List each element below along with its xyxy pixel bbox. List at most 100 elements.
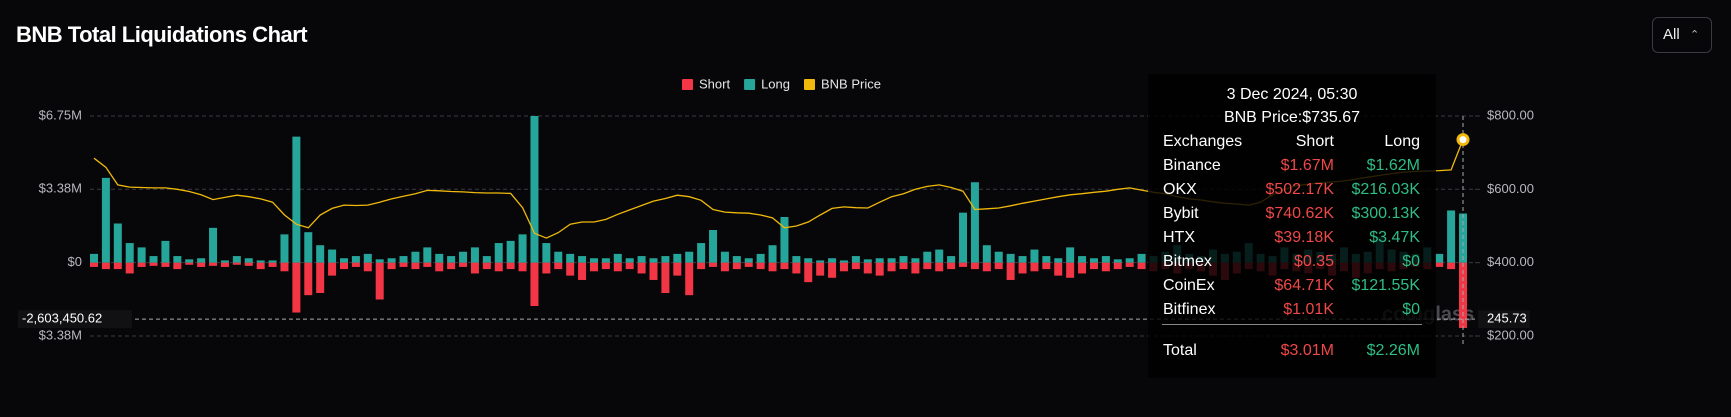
bar xyxy=(887,262,896,272)
bar xyxy=(863,262,872,274)
bar xyxy=(470,247,479,263)
tooltip-price: BNB Price:$735.67 xyxy=(1223,109,1361,126)
bar xyxy=(720,251,729,263)
tooltip-cell: $3.47K xyxy=(1369,229,1420,246)
y-tick-label: $3.38M xyxy=(39,181,82,196)
bar xyxy=(697,243,706,263)
bar xyxy=(625,262,634,270)
bar xyxy=(935,249,944,263)
bar xyxy=(1113,262,1122,270)
tooltip-header: Exchanges xyxy=(1163,133,1243,150)
bar xyxy=(268,260,277,263)
tooltip-total: $3.01M xyxy=(1280,342,1334,359)
bar xyxy=(125,243,134,263)
bar xyxy=(554,262,563,270)
bar xyxy=(1101,262,1110,272)
range-label[interactable]: All xyxy=(1663,26,1680,43)
bar xyxy=(494,262,503,272)
bar xyxy=(1054,262,1063,276)
legend-label: Long xyxy=(761,76,790,91)
bar xyxy=(601,258,610,263)
bar xyxy=(339,258,348,263)
tooltip-cell: Bitmex xyxy=(1163,253,1212,270)
tooltip-cell: $64.71K xyxy=(1274,277,1334,294)
bar xyxy=(792,262,801,274)
bar xyxy=(649,262,658,280)
bar xyxy=(911,262,920,274)
bar xyxy=(923,262,932,270)
y2-tick-label: $800.00 xyxy=(1487,107,1534,122)
bar xyxy=(1018,256,1027,263)
bar xyxy=(709,262,718,267)
bar xyxy=(363,253,372,263)
bar xyxy=(578,256,587,263)
bar xyxy=(1030,262,1039,272)
bar xyxy=(280,262,289,272)
bar xyxy=(1113,259,1122,263)
bar xyxy=(756,262,765,270)
y2-tick-label: $200.00 xyxy=(1487,327,1534,342)
bar xyxy=(375,259,384,263)
bar xyxy=(1066,247,1075,263)
bar xyxy=(601,262,610,270)
bar xyxy=(1018,262,1027,274)
tooltip-header: Long xyxy=(1384,133,1420,150)
bar xyxy=(375,262,384,300)
bar xyxy=(328,262,337,276)
bar xyxy=(1006,262,1015,280)
bar xyxy=(185,259,194,263)
bar xyxy=(232,262,241,265)
bar xyxy=(1006,253,1015,263)
caret: ⌃ xyxy=(1690,29,1700,41)
bar xyxy=(387,258,396,263)
bar xyxy=(518,234,527,263)
range-select[interactable]: All ⌃ xyxy=(1652,17,1712,53)
bar xyxy=(1101,256,1110,263)
bar xyxy=(732,262,741,270)
y-tick-label: $6.75M xyxy=(39,107,82,122)
bar xyxy=(209,227,218,263)
bar xyxy=(1125,262,1134,267)
bar xyxy=(566,262,575,276)
bar xyxy=(482,256,491,263)
bar xyxy=(673,262,682,276)
bar xyxy=(1078,262,1087,274)
crosshair-label-box xyxy=(18,310,132,329)
bar xyxy=(744,262,753,267)
bar xyxy=(839,262,848,272)
bar xyxy=(923,251,932,263)
tooltip-cell: $121.55K xyxy=(1351,277,1420,294)
bar xyxy=(113,262,122,270)
bar xyxy=(839,260,848,263)
bar xyxy=(911,258,920,263)
bar xyxy=(982,245,991,263)
legend-label: BNB Price xyxy=(821,76,881,91)
bar xyxy=(149,256,158,263)
bar xyxy=(399,256,408,263)
tooltip-total: Total xyxy=(1163,342,1197,359)
bar xyxy=(625,258,634,263)
tooltip-cell: $300.13K xyxy=(1351,205,1420,222)
bar xyxy=(744,258,753,263)
tooltip-header: Short xyxy=(1295,133,1334,150)
bar xyxy=(482,262,491,270)
bar xyxy=(697,262,706,270)
bar xyxy=(1137,262,1146,270)
bar xyxy=(125,262,134,274)
bar xyxy=(947,256,956,263)
bar xyxy=(411,262,420,270)
tooltip-cell: $1.62M xyxy=(1366,157,1420,174)
bar xyxy=(661,256,670,263)
bar xyxy=(328,249,337,263)
bar xyxy=(804,258,813,263)
bar xyxy=(197,258,206,263)
tooltip-cell: Bitfinex xyxy=(1163,301,1216,318)
tooltip-cell: OKX xyxy=(1163,181,1197,198)
bar xyxy=(756,253,765,263)
bar xyxy=(435,262,444,272)
legend-label: Short xyxy=(699,76,730,91)
bar xyxy=(411,251,420,263)
bar xyxy=(970,182,979,263)
legend-swatch xyxy=(804,79,815,90)
y-tick-label: $3.38M xyxy=(39,327,82,342)
